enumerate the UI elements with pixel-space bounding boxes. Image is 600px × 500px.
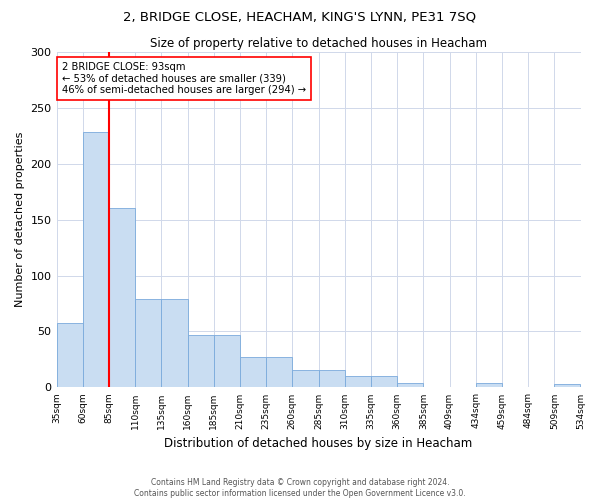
Bar xyxy=(476,383,502,388)
Bar xyxy=(292,370,319,388)
Bar xyxy=(56,322,83,388)
Bar xyxy=(345,376,371,388)
Bar xyxy=(397,383,424,388)
Bar xyxy=(161,299,188,388)
Bar xyxy=(188,335,214,388)
Text: 2 BRIDGE CLOSE: 93sqm
← 53% of detached houses are smaller (339)
46% of semi-det: 2 BRIDGE CLOSE: 93sqm ← 53% of detached … xyxy=(62,62,306,95)
Bar xyxy=(554,384,580,388)
Bar xyxy=(135,299,161,388)
Bar xyxy=(83,132,109,388)
Y-axis label: Number of detached properties: Number of detached properties xyxy=(15,132,25,307)
X-axis label: Distribution of detached houses by size in Heacham: Distribution of detached houses by size … xyxy=(164,437,473,450)
Bar xyxy=(266,357,292,388)
Bar xyxy=(371,376,397,388)
Title: Size of property relative to detached houses in Heacham: Size of property relative to detached ho… xyxy=(150,38,487,51)
Bar xyxy=(240,357,266,388)
Bar xyxy=(319,370,345,388)
Bar xyxy=(109,208,135,388)
Bar xyxy=(214,335,240,388)
Text: Contains HM Land Registry data © Crown copyright and database right 2024.
Contai: Contains HM Land Registry data © Crown c… xyxy=(134,478,466,498)
Text: 2, BRIDGE CLOSE, HEACHAM, KING'S LYNN, PE31 7SQ: 2, BRIDGE CLOSE, HEACHAM, KING'S LYNN, P… xyxy=(124,11,476,24)
